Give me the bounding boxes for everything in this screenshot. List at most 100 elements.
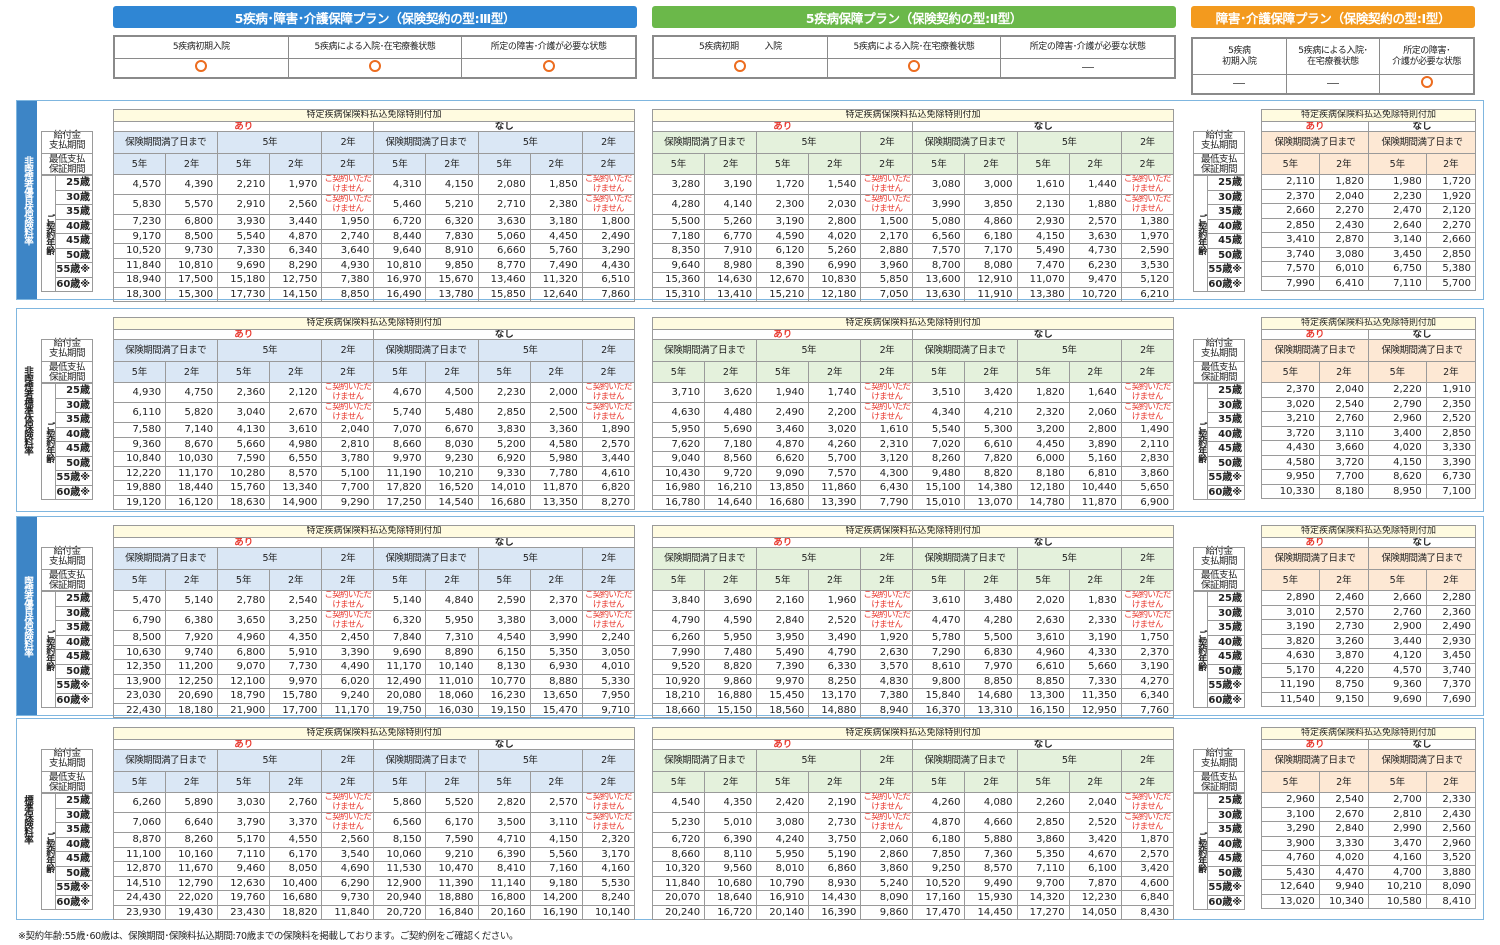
premium-cell: 3,990 bbox=[529, 630, 583, 646]
premium-cell: 2,350 bbox=[1425, 396, 1477, 412]
min-guarantee-label: 最低支払 保証期間 bbox=[41, 363, 93, 383]
contract-age-label: ご契約年齢 bbox=[40, 383, 57, 500]
premium-cell: 9,740 bbox=[165, 644, 219, 660]
table-row: 11,840 10,680 10,790 8,930 5,240 10,520 9,490 9… bbox=[651, 875, 1175, 891]
condition-text: 所定の障害･ bbox=[1403, 46, 1451, 57]
label-line: 支払期間 bbox=[1200, 139, 1238, 151]
premium-cell: 4,480 bbox=[704, 402, 758, 423]
premium-cell: 2,880 bbox=[860, 243, 914, 259]
premium-cell: 6,990 bbox=[808, 257, 862, 273]
premium-cell: 7,480 bbox=[704, 644, 758, 660]
premium-table-plan2: 特定疾病保険料払込免除特則付加 あり なし 保険期間満了日まで 5年 2年 保険期間満了日ま… bbox=[651, 525, 1175, 718]
dash-icon bbox=[1326, 82, 1339, 85]
premium-cell: 20,940 bbox=[373, 890, 427, 906]
premium-cell: 5,330 bbox=[581, 673, 636, 689]
premium-cell: 13,340 bbox=[269, 480, 323, 496]
pay-period-full: 保険期間満了日まで bbox=[912, 547, 1018, 570]
premium-cell: 19,120 bbox=[112, 494, 167, 510]
not-available: ご契約いただけません bbox=[1120, 194, 1175, 215]
premium-cell: 8,770 bbox=[477, 257, 531, 273]
condition-label: 5疾病による入院･在宅療養状態 bbox=[1285, 38, 1381, 75]
age-label: 45歳 bbox=[55, 851, 93, 867]
guarantee-2y: 2年 bbox=[425, 153, 479, 175]
guarantee-2y: 2年 bbox=[1120, 771, 1175, 793]
premium-cell: 15,310 bbox=[651, 286, 706, 302]
guarantee-2y: 2年 bbox=[1068, 569, 1122, 591]
premium-cell: 1,640 bbox=[1068, 382, 1122, 403]
premium-cell: 4,240 bbox=[756, 832, 810, 848]
pay-period-5y: 5年 bbox=[217, 339, 323, 362]
premium-cell: 4,590 bbox=[704, 610, 758, 631]
premium-cell: 4,550 bbox=[269, 832, 323, 848]
premium-cell: 4,860 bbox=[964, 214, 1018, 230]
waiver-title: 特定疾病保険料払込免除特則付加 bbox=[1261, 525, 1476, 538]
premium-cell: 4,570 bbox=[1367, 662, 1427, 678]
waiver-with: あり bbox=[1261, 739, 1369, 750]
premium-cell: 2,910 bbox=[217, 194, 271, 215]
guarantee-2y: 2年 bbox=[321, 153, 375, 175]
premium-cell: 7,570 bbox=[808, 465, 862, 481]
age-column: ご契約年齢 25歳 30歳 35歳 40歳 45歳 50歳 55歳※ 60歳※ bbox=[1192, 383, 1245, 500]
coverage-conditions: 5疾病初期入院 5疾病による入院･在宅療養状態 所定の障害･介護が必要な状態 bbox=[113, 35, 637, 79]
table-row: 2,660 2,270 2,470 2,120 bbox=[1261, 203, 1477, 219]
premium-cell: 5,100 bbox=[321, 465, 375, 481]
premium-cell: 6,340 bbox=[269, 243, 323, 259]
premium-cell: 12,220 bbox=[112, 465, 167, 481]
waiver-without: なし bbox=[1367, 329, 1477, 340]
label-line: 支払期間 bbox=[48, 139, 86, 151]
not-available: ご契約いただけません bbox=[860, 402, 914, 423]
premium-cell: 8,880 bbox=[529, 673, 583, 689]
not-available: ご契約いただけません bbox=[1120, 590, 1175, 611]
premium-cell: 2,840 bbox=[756, 610, 810, 631]
pay-period-label: 給付金 支払期間 bbox=[1193, 547, 1245, 567]
premium-cell: 4,430 bbox=[581, 257, 636, 273]
premium-cell: 3,470 bbox=[1367, 835, 1427, 851]
premium-cell: 8,950 bbox=[1367, 483, 1427, 499]
pay-period-full: 保険期間満了日まで bbox=[1367, 547, 1477, 570]
table-row: 4,630 4,480 2,490 2,200 ご契約いただけません 4,340 4,210… bbox=[651, 402, 1175, 423]
premium-cell: 2,930 bbox=[1016, 214, 1070, 230]
premium-cell: 13,850 bbox=[756, 480, 810, 496]
table-row: 4,570 4,390 2,210 1,970 ご契約いただけません 4,310 4,150… bbox=[112, 174, 636, 195]
table-row: 3,100 2,670 2,810 2,430 bbox=[1261, 806, 1477, 822]
not-available: ご契約いただけません bbox=[860, 812, 914, 833]
not-available: ご契約いただけません bbox=[321, 194, 375, 215]
premium-cell: 6,230 bbox=[1068, 257, 1122, 273]
pay-period-label: 給付金 支払期間 bbox=[41, 749, 93, 769]
condition-label: 5疾病初期 入院 bbox=[653, 36, 828, 59]
table-row: 10,430 9,720 9,090 7,570 4,300 9,480 8,820 8,18… bbox=[651, 465, 1175, 481]
premium-cell: 4,580 bbox=[1261, 454, 1320, 470]
premium-cell: 16,120 bbox=[165, 494, 219, 510]
coverage-mark bbox=[1000, 58, 1175, 78]
premium-cell: 3,740 bbox=[1425, 662, 1477, 678]
premium-cell: 2,840 bbox=[1318, 821, 1369, 837]
premium-cell: 3,330 bbox=[1425, 440, 1477, 456]
premium-cell: 9,170 bbox=[112, 228, 167, 244]
premium-cell: 11,910 bbox=[964, 286, 1018, 302]
premium-cell: 3,010 bbox=[1261, 604, 1320, 620]
age-label: 35歳 bbox=[55, 412, 93, 428]
premium-cell: 8,430 bbox=[1120, 904, 1175, 920]
table-row: 5,500 5,260 3,190 2,800 1,500 5,080 4,860 2,930… bbox=[651, 214, 1175, 230]
waiver-title: 特定疾病保険料払込免除特則付加 bbox=[652, 317, 1174, 330]
premium-cell: 2,660 bbox=[1367, 590, 1427, 606]
age-column: ご契約年齢 25歳 30歳 35歳 40歳 45歳 50歳 55歳※ 60歳※ bbox=[1192, 175, 1245, 292]
premium-cell: 2,590 bbox=[1120, 243, 1175, 259]
table-row: 4,930 4,750 2,360 2,120 ご契約いただけません 4,670 4,500… bbox=[112, 382, 636, 403]
premium-cell: 12,640 bbox=[1261, 879, 1320, 895]
premium-cell: 2,360 bbox=[217, 382, 271, 403]
label-line: 最低支払 bbox=[48, 362, 86, 373]
premium-cell: 7,310 bbox=[425, 630, 479, 646]
label-line: 支払期間 bbox=[1200, 757, 1238, 769]
premium-cell: 3,120 bbox=[860, 451, 914, 467]
premium-cell: 4,960 bbox=[217, 630, 271, 646]
premium-cell: 2,520 bbox=[1425, 411, 1477, 427]
premium-cell: 5,780 bbox=[912, 630, 966, 646]
premium-cell: 4,870 bbox=[269, 228, 323, 244]
condition-text: 5疾病初期入院 bbox=[172, 42, 230, 53]
premium-cell: 2,200 bbox=[808, 402, 862, 423]
age-label: 55歳※ bbox=[55, 880, 93, 896]
premium-cell: 3,720 bbox=[1318, 454, 1369, 470]
pay-period-full: 保険期間満了日まで bbox=[651, 131, 758, 154]
guarantee-2y: 2年 bbox=[165, 153, 219, 175]
